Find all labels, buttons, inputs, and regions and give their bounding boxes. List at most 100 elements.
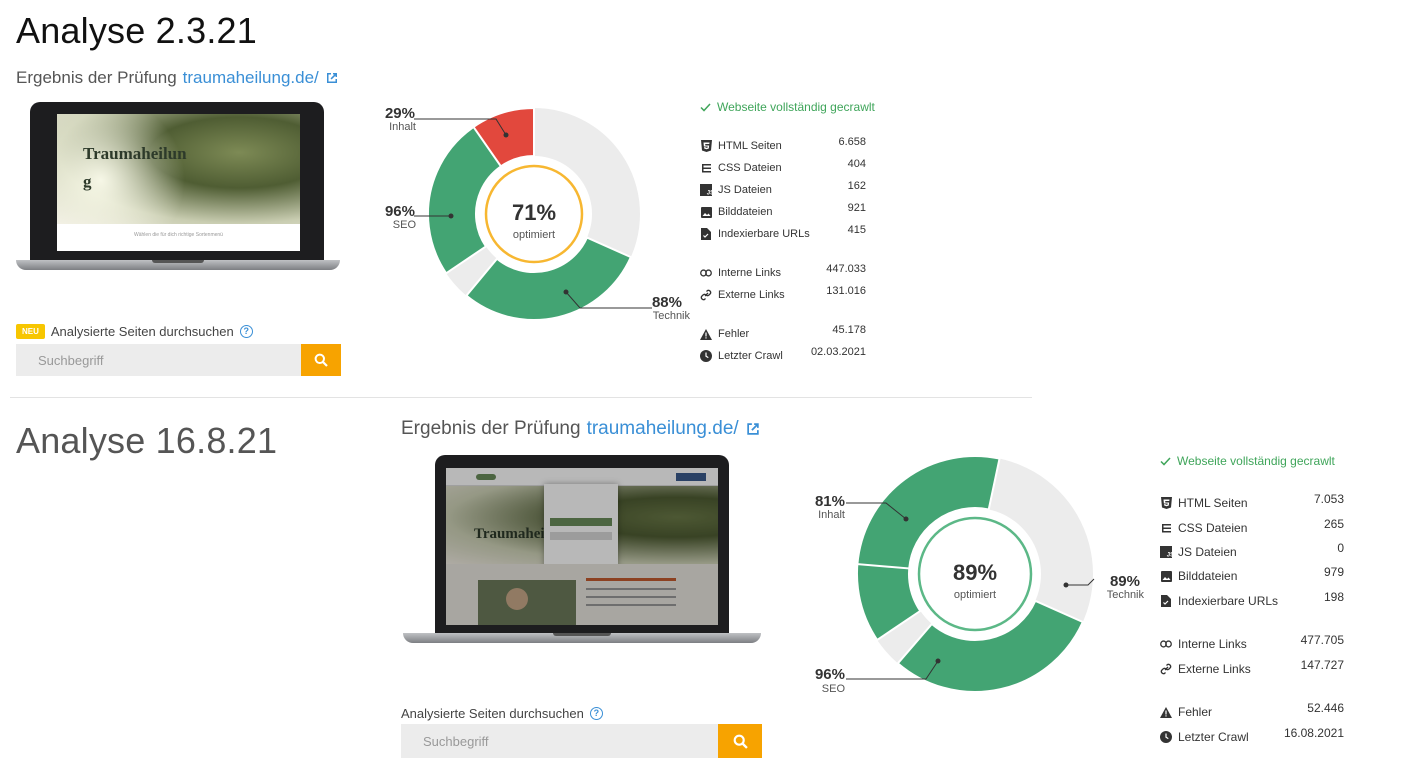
crawl-status-2: Webseite vollständig gecrawlt bbox=[1160, 454, 1335, 468]
warning-icon bbox=[1160, 706, 1172, 718]
svg-text:JS: JS bbox=[707, 191, 712, 197]
css-icon bbox=[1160, 522, 1172, 534]
donut-center-percent: 89% bbox=[953, 560, 997, 585]
checkmark-icon bbox=[700, 102, 711, 112]
website-screenshot-1: Traumaheilun g Wählen die für dich richt… bbox=[57, 114, 300, 251]
page-title-analysis-2: Analyse 16.8.21 bbox=[16, 420, 278, 461]
link-icon bbox=[700, 267, 712, 279]
segment-label-inhalt: Inhalt bbox=[818, 509, 845, 521]
stat-label: HTML Seiten bbox=[1178, 496, 1248, 510]
html-icon bbox=[700, 140, 712, 152]
donut-chart-1: 71% optimiert 29%Inhalt 88%Technik 96%SEO bbox=[385, 105, 691, 322]
clock-icon bbox=[1160, 731, 1172, 743]
stat-value: 7.053 bbox=[1313, 492, 1344, 506]
segment-percent-seo: 96% bbox=[815, 666, 845, 683]
stat-label: JS Dateien bbox=[1178, 545, 1237, 559]
search-label-row-1: NEU Analysierte Seiten durchsuchen ? bbox=[16, 324, 253, 339]
screen-heading: Traumaheil bbox=[474, 526, 549, 542]
html-icon bbox=[1160, 497, 1172, 509]
segment-label-technik: Technik bbox=[653, 310, 691, 322]
laptop-preview-1: Traumaheilun g Wählen die für dich richt… bbox=[16, 102, 340, 274]
result-prefix: Ergebnis der Prüfung bbox=[401, 418, 581, 439]
stat-row-interne-links: Interne Links 477.705 bbox=[1160, 633, 1344, 651]
search-label: Analysierte Seiten durchsuchen bbox=[401, 706, 584, 721]
stat-value: 162 bbox=[847, 180, 866, 192]
callout-line bbox=[846, 660, 939, 680]
search-button[interactable] bbox=[301, 344, 341, 376]
clock-icon bbox=[700, 350, 712, 362]
stat-row-indexierbare-urls: Indexierbare URLs 198 bbox=[1160, 590, 1344, 608]
stat-row-js-dateien: JS JS Dateien 162 bbox=[700, 180, 866, 196]
donut-segment-technik bbox=[896, 599, 1085, 693]
donut-segment-inhalt bbox=[472, 106, 535, 168]
external-link-icon[interactable] bbox=[745, 421, 761, 437]
external-link-icon bbox=[700, 289, 712, 301]
section-divider bbox=[10, 397, 1032, 398]
domain-link[interactable]: traumaheilung.de/ bbox=[182, 68, 319, 87]
image-icon bbox=[700, 206, 712, 218]
stat-label: Fehler bbox=[1178, 705, 1213, 719]
stat-label: Interne Links bbox=[1178, 637, 1247, 651]
search-label: Analysierte Seiten durchsuchen bbox=[50, 324, 234, 339]
crawl-status-text: Webseite vollständig gecrawlt bbox=[717, 100, 875, 114]
stat-label: Fehler bbox=[718, 328, 750, 340]
stat-row-fehler: Fehler 45.178 bbox=[700, 324, 866, 340]
stat-label: Indexierbare URLs bbox=[718, 228, 810, 240]
stat-label: JS Dateien bbox=[718, 184, 772, 196]
screen-subtext: Wählen die für dich richtige Sortenmenü bbox=[134, 232, 223, 238]
stat-value: 415 bbox=[847, 224, 866, 236]
donut-center-ring bbox=[917, 516, 1033, 632]
svg-text:JS: JS bbox=[1167, 553, 1172, 559]
stat-row-externe-links: Externe Links 131.016 bbox=[700, 285, 866, 301]
stat-label: Interne Links bbox=[718, 267, 781, 279]
file-icon bbox=[1160, 595, 1172, 607]
stat-value: 404 bbox=[847, 158, 866, 170]
donut-segment-inhalt bbox=[856, 455, 1001, 570]
stat-label: CSS Dateien bbox=[1178, 521, 1248, 535]
search-icon bbox=[314, 353, 328, 367]
stat-value: 0 bbox=[1337, 541, 1344, 555]
link-icon bbox=[1160, 638, 1172, 650]
segment-label-technik: Technik bbox=[1107, 589, 1145, 601]
search-label-row-2: Analysierte Seiten durchsuchen ? bbox=[401, 706, 603, 721]
callout-line bbox=[414, 118, 507, 136]
external-link-icon[interactable] bbox=[325, 71, 339, 85]
search-icon bbox=[733, 734, 748, 749]
stat-label: HTML Seiten bbox=[718, 140, 782, 152]
segment-label-seo: SEO bbox=[393, 219, 417, 231]
external-link-icon bbox=[1160, 663, 1172, 675]
result-prefix: Ergebnis der Prüfung bbox=[16, 68, 177, 87]
stat-label: Externe Links bbox=[1178, 662, 1251, 676]
search-button[interactable] bbox=[718, 724, 762, 758]
stat-row-externe-links: Externe Links 147.727 bbox=[1160, 658, 1344, 676]
stat-value: 979 bbox=[1323, 565, 1344, 579]
domain-link[interactable]: traumaheilung.de/ bbox=[586, 418, 739, 439]
search-input[interactable] bbox=[401, 724, 718, 758]
stat-row-indexierbare-urls: Indexierbare URLs 415 bbox=[700, 224, 866, 240]
screen-heading: Traumaheilun g bbox=[83, 144, 187, 191]
stat-value: 265 bbox=[1323, 517, 1344, 531]
help-icon[interactable]: ? bbox=[239, 325, 253, 338]
stat-row-js-dateien: JS JS Dateien 0 bbox=[1160, 541, 1344, 559]
segment-label-seo: SEO bbox=[822, 683, 846, 695]
stat-label: Bilddateien bbox=[1178, 569, 1238, 583]
callout-line bbox=[846, 502, 907, 520]
stat-value: 198 bbox=[1323, 590, 1344, 604]
help-icon[interactable]: ? bbox=[589, 707, 603, 720]
js-icon: JS bbox=[700, 184, 712, 196]
stat-value: 147.727 bbox=[1300, 658, 1344, 672]
donut-center-label: optimiert bbox=[954, 589, 996, 601]
stat-row-letzter-crawl: Letzter Crawl 16.08.2021 bbox=[1160, 726, 1344, 744]
stat-row-interne-links: Interne Links 447.033 bbox=[700, 263, 866, 279]
result-line-2: Ergebnis der Prüfung traumaheilung.de/ bbox=[401, 418, 761, 440]
segment-percent-inhalt: 29% bbox=[385, 105, 415, 122]
segment-percent-inhalt: 81% bbox=[815, 493, 845, 510]
stat-value: 02.03.2021 bbox=[810, 346, 866, 358]
stat-row-css-dateien: CSS Dateien 404 bbox=[700, 158, 866, 174]
search-input[interactable] bbox=[16, 344, 301, 376]
checkmark-icon bbox=[1160, 456, 1171, 466]
stat-row-html-seiten: HTML Seiten 6.658 bbox=[700, 136, 866, 152]
stat-label: Letzter Crawl bbox=[718, 350, 783, 362]
stat-value: 131.016 bbox=[826, 285, 866, 297]
